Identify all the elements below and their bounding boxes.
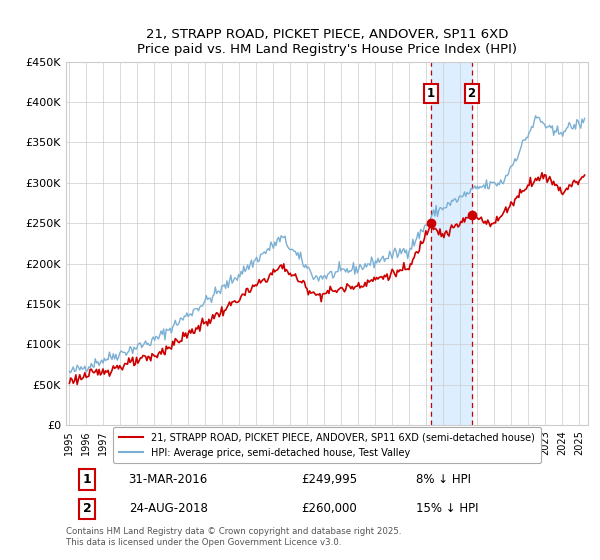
- Text: Contains HM Land Registry data © Crown copyright and database right 2025.
This d: Contains HM Land Registry data © Crown c…: [66, 527, 401, 547]
- Legend: 21, STRAPP ROAD, PICKET PIECE, ANDOVER, SP11 6XD (semi-detached house), HPI: Ave: 21, STRAPP ROAD, PICKET PIECE, ANDOVER, …: [113, 427, 541, 464]
- Text: £249,995: £249,995: [301, 473, 357, 486]
- Text: £260,000: £260,000: [301, 502, 356, 515]
- Text: 8% ↓ HPI: 8% ↓ HPI: [416, 473, 471, 486]
- Text: 31-MAR-2016: 31-MAR-2016: [128, 473, 208, 486]
- Title: 21, STRAPP ROAD, PICKET PIECE, ANDOVER, SP11 6XD
Price paid vs. HM Land Registry: 21, STRAPP ROAD, PICKET PIECE, ANDOVER, …: [137, 28, 517, 56]
- Text: 2: 2: [83, 502, 91, 515]
- Text: 15% ↓ HPI: 15% ↓ HPI: [416, 502, 478, 515]
- Text: 24-AUG-2018: 24-AUG-2018: [128, 502, 208, 515]
- Text: 1: 1: [83, 473, 91, 486]
- Text: 2: 2: [467, 87, 476, 100]
- Text: 1: 1: [427, 87, 435, 100]
- Bar: [431, 62, 472, 425]
